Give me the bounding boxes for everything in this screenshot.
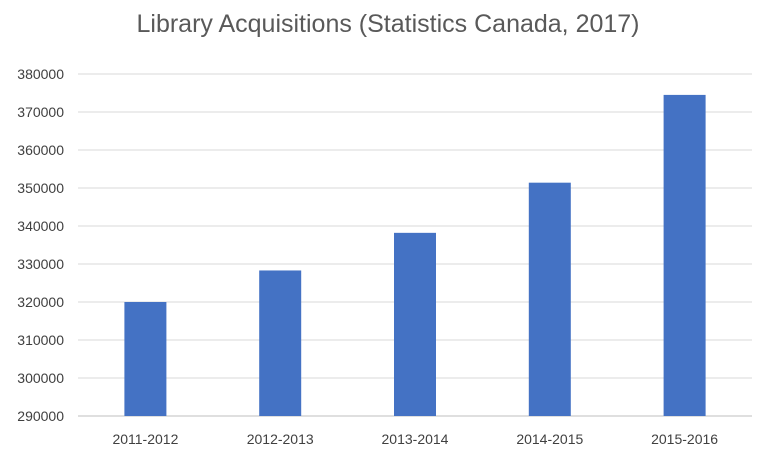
y-tick-label: 320000 — [17, 294, 64, 310]
y-tick-label: 370000 — [17, 104, 64, 120]
x-tick-label: 2014-2015 — [516, 431, 583, 447]
y-tick-label: 300000 — [17, 370, 64, 386]
y-tick-label: 380000 — [17, 66, 64, 82]
x-axis-ticks: 2011-2012 2012-2013 2013-2014 2014-2015 2015… — [112, 431, 718, 447]
y-tick-label: 360000 — [17, 142, 64, 158]
bar-2015-2016 — [663, 94, 706, 417]
bar-2011-2012 — [124, 302, 167, 416]
y-axis-ticks: 290000 300000 310000 320000 330000 340000 3500… — [17, 66, 64, 424]
bar-2014-2015 — [528, 182, 571, 416]
x-tick-label: 2012-2013 — [247, 431, 314, 447]
x-tick-label: 2011-2012 — [112, 431, 178, 447]
x-tick-label: 2013-2014 — [382, 431, 449, 447]
x-tick-label: 2015-2016 — [651, 431, 718, 447]
y-tick-label: 290000 — [17, 408, 64, 424]
bars — [124, 94, 706, 417]
y-tick-label: 310000 — [17, 332, 64, 348]
chart-title: Library Acquisitions (Statistics Canada,… — [136, 10, 640, 38]
bar-2012-2013 — [259, 270, 302, 416]
bar-2013-2014 — [394, 232, 436, 416]
y-tick-label: 350000 — [17, 180, 64, 196]
y-tick-label: 330000 — [17, 256, 64, 272]
y-tick-label: 340000 — [17, 218, 64, 234]
